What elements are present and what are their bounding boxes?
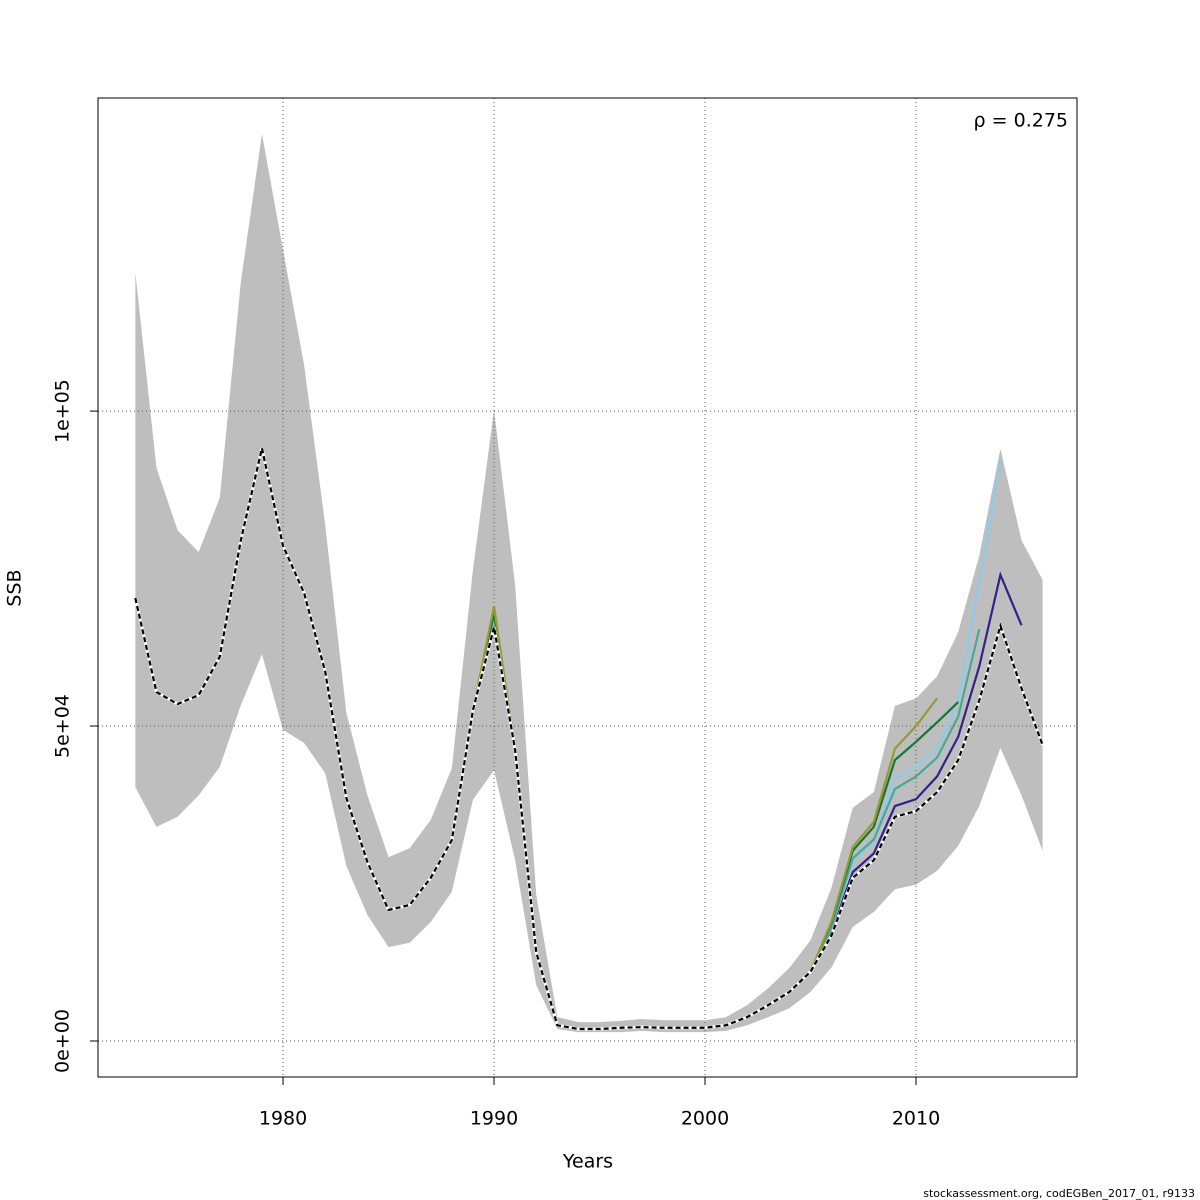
y-tick-label: 5e+04: [52, 694, 74, 758]
y-axis-label: SSB: [4, 569, 26, 606]
rho-annotation: ρ = 0.275: [974, 110, 1068, 132]
y-tick-label: 1e+05: [52, 379, 74, 443]
x-tick-label: 1980: [259, 1108, 307, 1130]
x-tick-label: 2010: [892, 1108, 940, 1130]
confidence-band: [135, 133, 1043, 1033]
x-tick-label: 2000: [681, 1108, 729, 1130]
series-line: [134, 447, 1044, 1031]
y-tick-label: 0e+00: [52, 1009, 74, 1073]
x-axis-label: Years: [562, 1151, 613, 1173]
plot-frame: [97, 97, 1078, 1078]
x-tick-label: 1990: [470, 1108, 518, 1130]
footer: stockassessment.org, codEGBen_2017_01, r…: [923, 1187, 1195, 1200]
